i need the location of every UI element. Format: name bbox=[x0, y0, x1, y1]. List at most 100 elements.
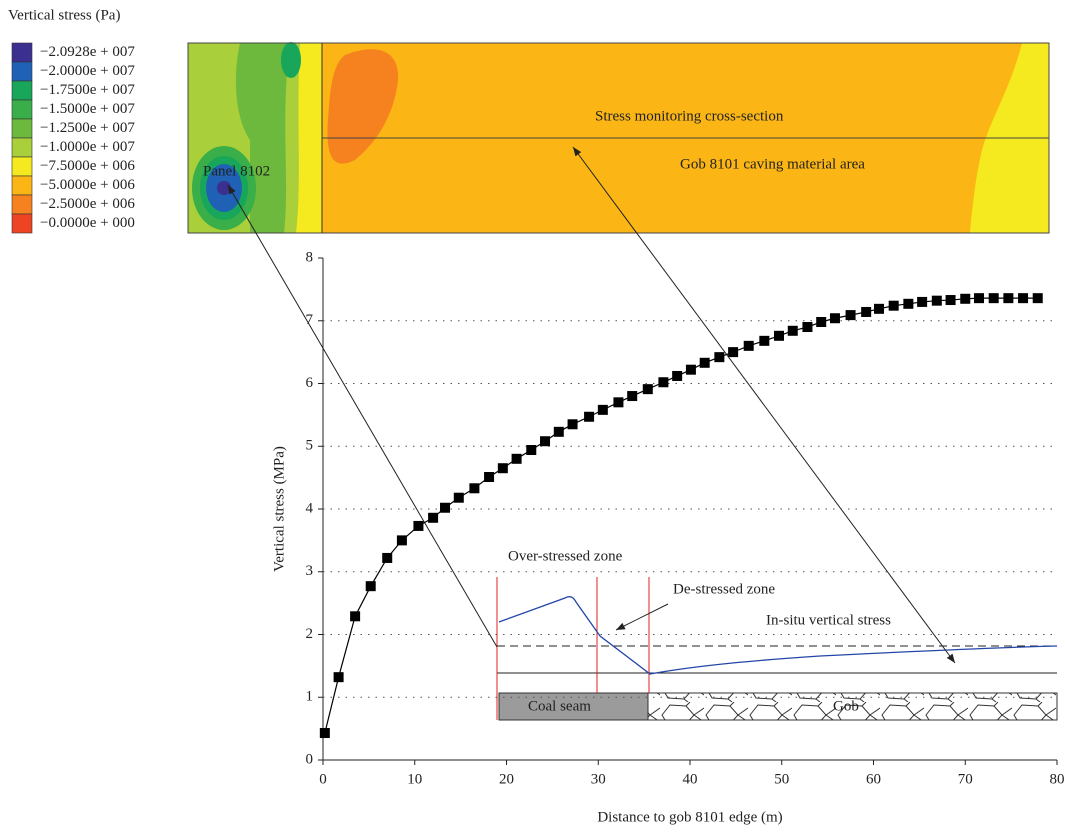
annotation: Coal seam bbox=[528, 698, 591, 714]
y-tick-label: 6 bbox=[306, 375, 314, 391]
colorbar-swatch bbox=[11, 80, 33, 101]
colorbar-label: −1.7500e + 007 bbox=[40, 82, 135, 98]
colorbar-swatch bbox=[11, 175, 33, 196]
data-point bbox=[627, 391, 638, 402]
colorbar-label: −5.0000e + 006 bbox=[40, 177, 135, 193]
data-point bbox=[453, 492, 464, 503]
data-point bbox=[672, 370, 683, 381]
colorbar-label: −1.0000e + 007 bbox=[40, 139, 135, 155]
data-point bbox=[845, 310, 856, 321]
annotation: Gob bbox=[833, 698, 859, 714]
data-point bbox=[714, 352, 725, 363]
data-point bbox=[396, 535, 407, 546]
y-tick-label: 1 bbox=[306, 689, 314, 705]
y-axis-label: Vertical stress (MPa) bbox=[271, 446, 287, 572]
x-axis-label: Distance to gob 8101 edge (m) bbox=[597, 809, 782, 825]
data-point bbox=[428, 512, 439, 523]
annotation: Over-stressed zone bbox=[508, 548, 623, 564]
data-point bbox=[526, 445, 537, 456]
data-point bbox=[945, 295, 956, 306]
y-tick-label: 5 bbox=[306, 438, 314, 454]
y-tick-label: 3 bbox=[306, 563, 314, 579]
annotation: Panel 8102 bbox=[203, 163, 270, 179]
data-point bbox=[728, 347, 739, 358]
data-point bbox=[567, 419, 578, 430]
x-tick-label: 30 bbox=[591, 771, 606, 787]
colorbar-swatch bbox=[11, 137, 33, 158]
data-point bbox=[497, 463, 508, 474]
data-point bbox=[333, 672, 344, 683]
colorbar-label: −2.0928e + 007 bbox=[40, 44, 135, 60]
data-point bbox=[350, 611, 361, 622]
data-point bbox=[787, 325, 798, 336]
x-tick-label: 80 bbox=[1050, 771, 1065, 787]
data-point bbox=[974, 293, 985, 304]
annotation: In-situ vertical stress bbox=[766, 612, 891, 628]
data-point bbox=[540, 436, 551, 447]
data-point bbox=[699, 357, 710, 368]
data-point bbox=[759, 335, 770, 346]
data-point bbox=[382, 552, 393, 563]
colorbar-title: Vertical stress (Pa) bbox=[8, 7, 120, 23]
data-point bbox=[440, 502, 451, 513]
data-point bbox=[874, 303, 885, 314]
x-tick-label: 0 bbox=[319, 771, 327, 787]
y-tick-label: 0 bbox=[306, 751, 314, 767]
data-point bbox=[960, 293, 971, 304]
colorbar-label: −0.0000e + 000 bbox=[40, 215, 135, 231]
x-tick-label: 70 bbox=[958, 771, 973, 787]
data-point bbox=[773, 330, 784, 341]
colorbar-swatch bbox=[11, 99, 33, 120]
data-point bbox=[802, 322, 813, 333]
data-point bbox=[931, 295, 942, 306]
colorbar-label: −1.5000e + 007 bbox=[40, 101, 135, 117]
colorbar-swatch bbox=[11, 42, 33, 63]
data-point bbox=[1018, 293, 1029, 304]
x-tick-label: 50 bbox=[774, 771, 789, 787]
colorbar-swatch bbox=[11, 61, 33, 82]
colorbar-swatch bbox=[11, 213, 33, 234]
data-point bbox=[1003, 293, 1014, 304]
annotation: Gob 8101 caving material area bbox=[680, 156, 865, 172]
data-point bbox=[597, 404, 608, 415]
y-tick-label: 7 bbox=[306, 312, 314, 328]
data-point bbox=[816, 317, 827, 328]
data-point bbox=[888, 300, 899, 311]
data-point bbox=[484, 471, 495, 482]
y-tick-label: 8 bbox=[306, 249, 314, 265]
colorbar-label: −1.2500e + 007 bbox=[40, 120, 135, 136]
data-point bbox=[642, 384, 653, 395]
data-point bbox=[613, 397, 624, 408]
y-tick-label: 4 bbox=[306, 500, 314, 516]
x-tick-label: 60 bbox=[866, 771, 881, 787]
data-point bbox=[861, 306, 872, 317]
data-point bbox=[553, 426, 564, 437]
colorbar-swatch bbox=[11, 156, 33, 177]
colorbar-swatch bbox=[11, 118, 33, 139]
annotation: De-stressed zone bbox=[673, 581, 775, 597]
colorbar-swatch bbox=[11, 194, 33, 215]
colorbar-label: −2.5000e + 006 bbox=[40, 196, 135, 212]
y-tick-label: 2 bbox=[306, 626, 314, 642]
colorbar-label: −7.5000e + 006 bbox=[40, 158, 135, 174]
data-point bbox=[685, 364, 696, 375]
data-point bbox=[917, 296, 928, 307]
data-point bbox=[469, 483, 480, 494]
data-point bbox=[903, 298, 914, 309]
x-tick-label: 40 bbox=[683, 771, 698, 787]
colorbar-label: −2.0000e + 007 bbox=[40, 63, 135, 79]
data-point bbox=[1032, 293, 1043, 304]
data-point bbox=[988, 293, 999, 304]
data-point bbox=[365, 581, 376, 592]
data-point bbox=[511, 453, 522, 464]
data-point bbox=[584, 411, 595, 422]
data-point bbox=[658, 377, 669, 388]
data-point bbox=[413, 520, 424, 531]
x-tick-label: 20 bbox=[499, 771, 514, 787]
inset bbox=[227, 146, 1058, 721]
annotation: Stress monitoring cross-section bbox=[595, 108, 784, 124]
contour-map bbox=[187, 42, 1050, 234]
data-point bbox=[319, 728, 330, 739]
x-tick-label: 10 bbox=[407, 771, 422, 787]
